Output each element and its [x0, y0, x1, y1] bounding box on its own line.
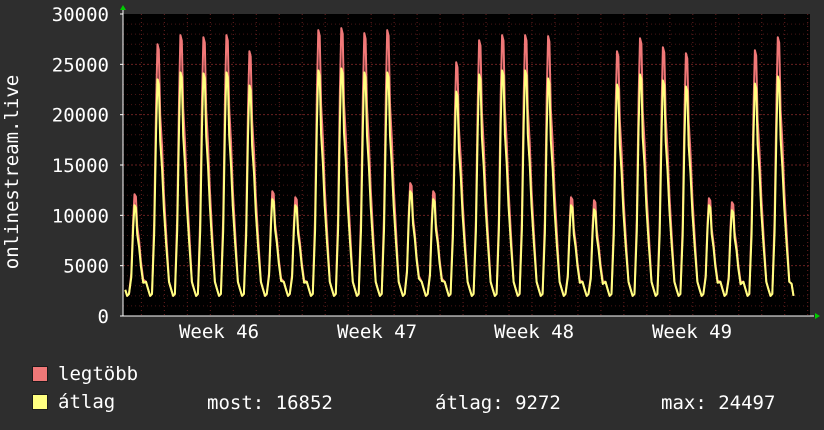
stat-maximum: max: 24497: [661, 392, 775, 414]
x-axis-arrow: [815, 313, 820, 319]
stat-current-text: most: 16852: [207, 392, 333, 414]
y-tick-label: 20000: [52, 105, 109, 127]
y-axis-arrow: [120, 5, 126, 10]
stat-current: most: 16852: [207, 392, 333, 414]
series-layer: [124, 27, 795, 297]
legend-item-max: legtöbb: [32, 364, 138, 384]
legend-item-avg: átlag: [32, 392, 115, 412]
max-swatch: [32, 366, 48, 382]
y-tick-label: 5000: [63, 256, 109, 278]
y-axis-label: onlinestream.live: [1, 75, 23, 269]
y-tick-label: 10000: [52, 205, 109, 227]
legend-max-label: legtöbb: [58, 363, 139, 385]
y-tick-label: 15000: [52, 155, 109, 177]
stat-average: átlag: 9272: [435, 392, 561, 414]
x-tick-label: Week 47: [337, 321, 417, 343]
stat-average-text: átlag: 9272: [435, 392, 561, 414]
series-avg-line: [124, 67, 795, 297]
legend-avg-label: átlag: [58, 391, 116, 413]
x-tick-label: Week 46: [179, 321, 259, 343]
y-tick-label: 0: [98, 306, 109, 328]
axes: 0 5000 10000 15000 20000 25000 30000 Week 46 Wee…: [52, 4, 820, 343]
x-tick-label: Week 49: [652, 321, 732, 343]
y-tick-label: 25000: [52, 54, 109, 76]
x-tick-label: Week 48: [494, 321, 574, 343]
avg-swatch: [32, 394, 48, 410]
y-tick-label: 30000: [52, 4, 109, 26]
stat-maximum-text: max: 24497: [661, 392, 776, 414]
